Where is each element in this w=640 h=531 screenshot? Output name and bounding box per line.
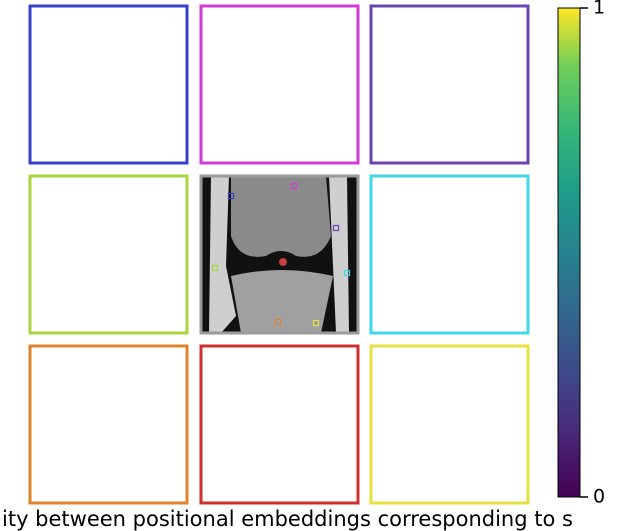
patch-marker [332,224,340,232]
panel-grid [28,4,530,505]
panel [199,4,360,165]
patch-marker [312,319,320,327]
panel-border [28,174,189,335]
panel-border [369,4,530,165]
patch-marker [274,318,282,326]
panel [199,174,360,335]
mri-marker [279,258,287,266]
patch-marker [227,192,235,200]
panel [28,4,189,165]
patch-marker [211,264,219,272]
panel-border [199,4,360,165]
panel [369,4,530,165]
mri-tibia [231,270,333,333]
patch-marker [343,269,351,277]
panel [369,174,530,335]
mri-femur [231,176,331,257]
panel-border [199,174,360,335]
patch-marker [290,182,298,190]
panel-border [28,4,189,165]
mri-soft-tissue [209,176,349,333]
panel [28,174,189,335]
